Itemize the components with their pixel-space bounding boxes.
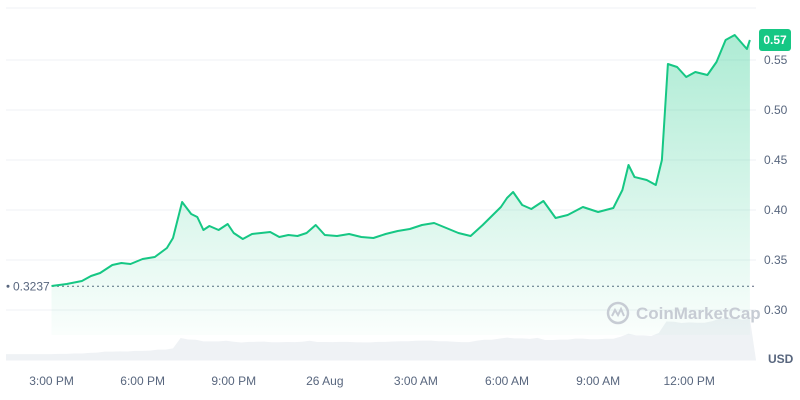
price-area <box>51 35 750 335</box>
y-tick-label: 0.30 <box>764 303 788 317</box>
x-tick-label: 3:00 PM <box>29 374 74 388</box>
coinmarketcap-logo-icon <box>606 301 630 325</box>
reference-label: 0.3237 <box>13 279 50 293</box>
x-tick-label: 6:00 AM <box>485 374 529 388</box>
unit-label: USD <box>768 352 794 366</box>
current-price-label: 0.57 <box>763 33 787 47</box>
x-tick-label: 6:00 PM <box>120 374 165 388</box>
y-tick-label: 0.50 <box>764 103 788 117</box>
price-line <box>51 34 751 287</box>
reference-dot <box>6 284 10 288</box>
watermark-text: CoinMarketCap <box>636 304 761 323</box>
x-tick-label: 26 Aug <box>306 374 343 388</box>
x-axis: 3:00 PM 6:00 PM 9:00 PM 26 Aug 3:00 AM 6:00 A… <box>29 374 715 388</box>
grid-lines <box>6 7 756 361</box>
coinmarketcap-watermark: CoinMarketCap <box>606 301 761 325</box>
x-tick-label: 9:00 PM <box>211 374 256 388</box>
y-axis: 0.30 0.35 0.40 0.45 0.50 0.55 <box>764 53 788 317</box>
current-price-badge: 0.57 <box>759 29 791 51</box>
x-tick-label: 12:00 PM <box>664 374 715 388</box>
y-tick-label: 0.45 <box>764 153 788 167</box>
y-tick-label: 0.40 <box>764 203 788 217</box>
volume-area <box>6 318 756 360</box>
y-tick-label: 0.55 <box>764 53 788 67</box>
x-tick-label: 9:00 AM <box>576 374 620 388</box>
y-tick-label: 0.35 <box>764 253 788 267</box>
x-tick-label: 3:00 AM <box>394 374 438 388</box>
